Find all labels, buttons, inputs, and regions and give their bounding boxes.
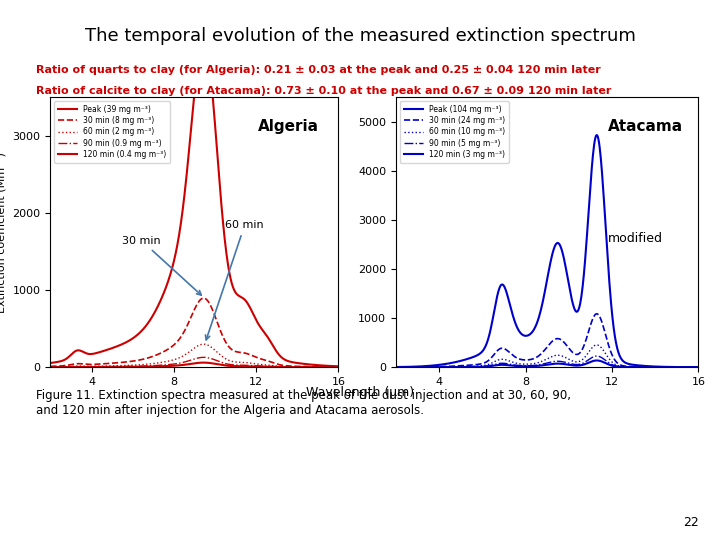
Text: 60 min: 60 min xyxy=(205,220,264,340)
Text: 22: 22 xyxy=(683,516,698,529)
Text: Wavelength (µm): Wavelength (µm) xyxy=(306,386,414,399)
Text: Algeria: Algeria xyxy=(258,119,319,134)
Text: modified: modified xyxy=(608,232,662,245)
Legend: Peak (39 mg m⁻³), 30 min (8 mg m⁻³), 60 min (2 mg m⁻³), 90 min (0.9 mg m⁻³), 120: Peak (39 mg m⁻³), 30 min (8 mg m⁻³), 60 … xyxy=(54,101,171,163)
Text: Atacama: Atacama xyxy=(608,119,683,134)
Text: Ratio of calcite to clay (for Atacama): 0.73 ± 0.10 at the peak and 0.67 ± 0.09 : Ratio of calcite to clay (for Atacama): … xyxy=(36,86,611,97)
Text: The temporal evolution of the measured extinction spectrum: The temporal evolution of the measured e… xyxy=(84,27,636,45)
Y-axis label: Extinction coefficient (Mm⁻¹): Extinction coefficient (Mm⁻¹) xyxy=(0,152,7,313)
Legend: Peak (104 mg m⁻³), 30 min (24 mg m⁻³), 60 min (10 mg m⁻³), 90 min (5 mg m⁻³), 12: Peak (104 mg m⁻³), 30 min (24 mg m⁻³), 6… xyxy=(400,101,509,163)
Text: Figure 11. Extinction spectra measured at the peak of the dust injection and at : Figure 11. Extinction spectra measured a… xyxy=(36,389,571,417)
Text: 30 min: 30 min xyxy=(122,236,202,295)
Text: Ratio of quarts to clay (for Algeria): 0.21 ± 0.03 at the peak and 0.25 ± 0.04 1: Ratio of quarts to clay (for Algeria): 0… xyxy=(36,65,600,75)
